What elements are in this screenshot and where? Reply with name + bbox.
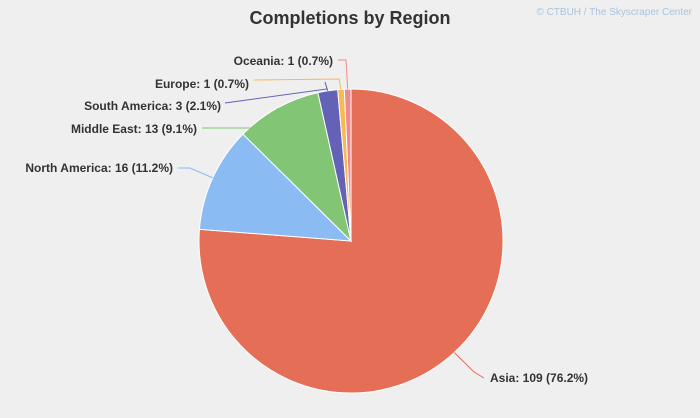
label-connectors <box>178 59 485 379</box>
slice-asia[interactable] <box>198 88 504 394</box>
connector-north-america <box>178 167 213 179</box>
label-oceania: Oceania: 1 (0.7%) <box>234 54 333 68</box>
label-north-america: North America: 16 (11.2%) <box>25 161 173 175</box>
pie-slices <box>198 88 504 394</box>
connector-oceania <box>338 59 349 90</box>
chart-credit: © CTBUH / The Skyscraper Center <box>536 7 692 18</box>
label-middle-east: Middle East: 13 (9.1%) <box>71 122 197 136</box>
connector-south-america <box>224 81 329 104</box>
connector-asia <box>453 352 485 379</box>
slice-north-america[interactable] <box>198 133 353 242</box>
connector-europe <box>253 78 342 90</box>
connector-middle-east <box>202 107 278 129</box>
label-south-america: South America: 3 (2.1%) <box>84 99 221 113</box>
slice-labels: Asia: 109 (76.2%) North America: 16 (11.2… <box>25 54 588 385</box>
label-europe: Europe: 1 (0.7%) <box>155 77 249 91</box>
label-asia: Asia: 109 (76.2%) <box>490 371 588 385</box>
chart-title: Completions by Region <box>249 8 450 28</box>
